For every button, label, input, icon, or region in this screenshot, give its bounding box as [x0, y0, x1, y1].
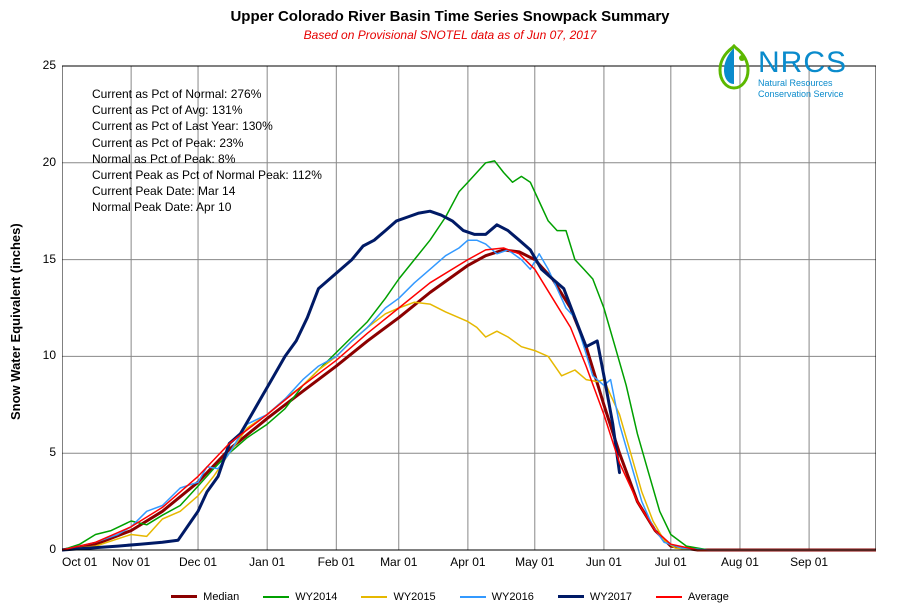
legend-item-wy2016: WY2016 [460, 591, 534, 603]
x-tick-label: Mar 01 [380, 555, 418, 569]
y-tick-label: 15 [43, 252, 56, 266]
x-tick-label: Aug 01 [721, 555, 759, 569]
legend-item-median: Median [171, 591, 239, 603]
chart-legend: Median WY2014 WY2015 WY2016 WY2017 Average [0, 589, 900, 603]
legend-swatch [558, 595, 584, 598]
legend-label: Median [203, 591, 239, 603]
nrcs-logo: NRCS Natural Resources Conservation Serv… [712, 42, 877, 102]
x-tick-label: Oct 01 [62, 555, 98, 569]
y-tick-label: 10 [43, 348, 56, 362]
legend-swatch [656, 596, 682, 598]
stat-line: Current Peak Date: Mar 14 [92, 183, 322, 199]
legend-label: WY2016 [492, 591, 534, 603]
x-tick-label: Nov 01 [112, 555, 150, 569]
stat-line: Current as Pct of Normal: 276% [92, 86, 322, 102]
legend-item-wy2014: WY2014 [263, 591, 337, 603]
chart-title: Upper Colorado River Basin Time Series S… [0, 8, 900, 25]
stat-line: Normal as Pct of Peak: 8% [92, 151, 322, 167]
legend-label: WY2014 [295, 591, 337, 603]
y-tick-label: 5 [49, 445, 56, 459]
legend-label: WY2017 [590, 591, 632, 603]
legend-item-wy2015: WY2015 [361, 591, 435, 603]
y-tick-label: 20 [43, 155, 56, 169]
legend-swatch [171, 595, 197, 598]
x-tick-label: Jun 01 [586, 555, 622, 569]
y-axis-label: Snow Water Equivalent (inches) [8, 223, 23, 420]
y-tick-label: 0 [49, 542, 56, 556]
legend-swatch [361, 596, 387, 598]
x-tick-label: Apr 01 [450, 555, 486, 569]
legend-item-average: Average [656, 591, 729, 603]
logo-name: NRCS [758, 46, 847, 79]
legend-item-wy2017: WY2017 [558, 591, 632, 603]
legend-swatch [460, 596, 486, 598]
legend-swatch [263, 596, 289, 598]
stat-line: Normal Peak Date: Apr 10 [92, 199, 322, 215]
stat-line: Current as Pct of Last Year: 130% [92, 118, 322, 134]
stat-line: Current as Pct of Peak: 23% [92, 135, 322, 151]
x-tick-label: Jan 01 [249, 555, 285, 569]
stat-line: Current as Pct of Avg: 131% [92, 102, 322, 118]
legend-label: WY2015 [393, 591, 435, 603]
x-tick-label: Dec 01 [179, 555, 217, 569]
legend-label: Average [688, 591, 729, 603]
stats-summary: Current as Pct of Normal: 276%Current as… [92, 86, 322, 216]
logo-line2: Conservation Service [758, 89, 844, 99]
x-tick-label: Feb 01 [318, 555, 356, 569]
logo-line1: Natural Resources [758, 78, 833, 88]
stat-line: Current Peak as Pct of Normal Peak: 112% [92, 167, 322, 183]
x-tick-label: Jul 01 [655, 555, 687, 569]
y-tick-label: 25 [43, 58, 56, 72]
chart-subtitle: Based on Provisional SNOTEL data as of J… [0, 28, 900, 42]
x-tick-label: May 01 [515, 555, 555, 569]
x-tick-label: Sep 01 [790, 555, 828, 569]
